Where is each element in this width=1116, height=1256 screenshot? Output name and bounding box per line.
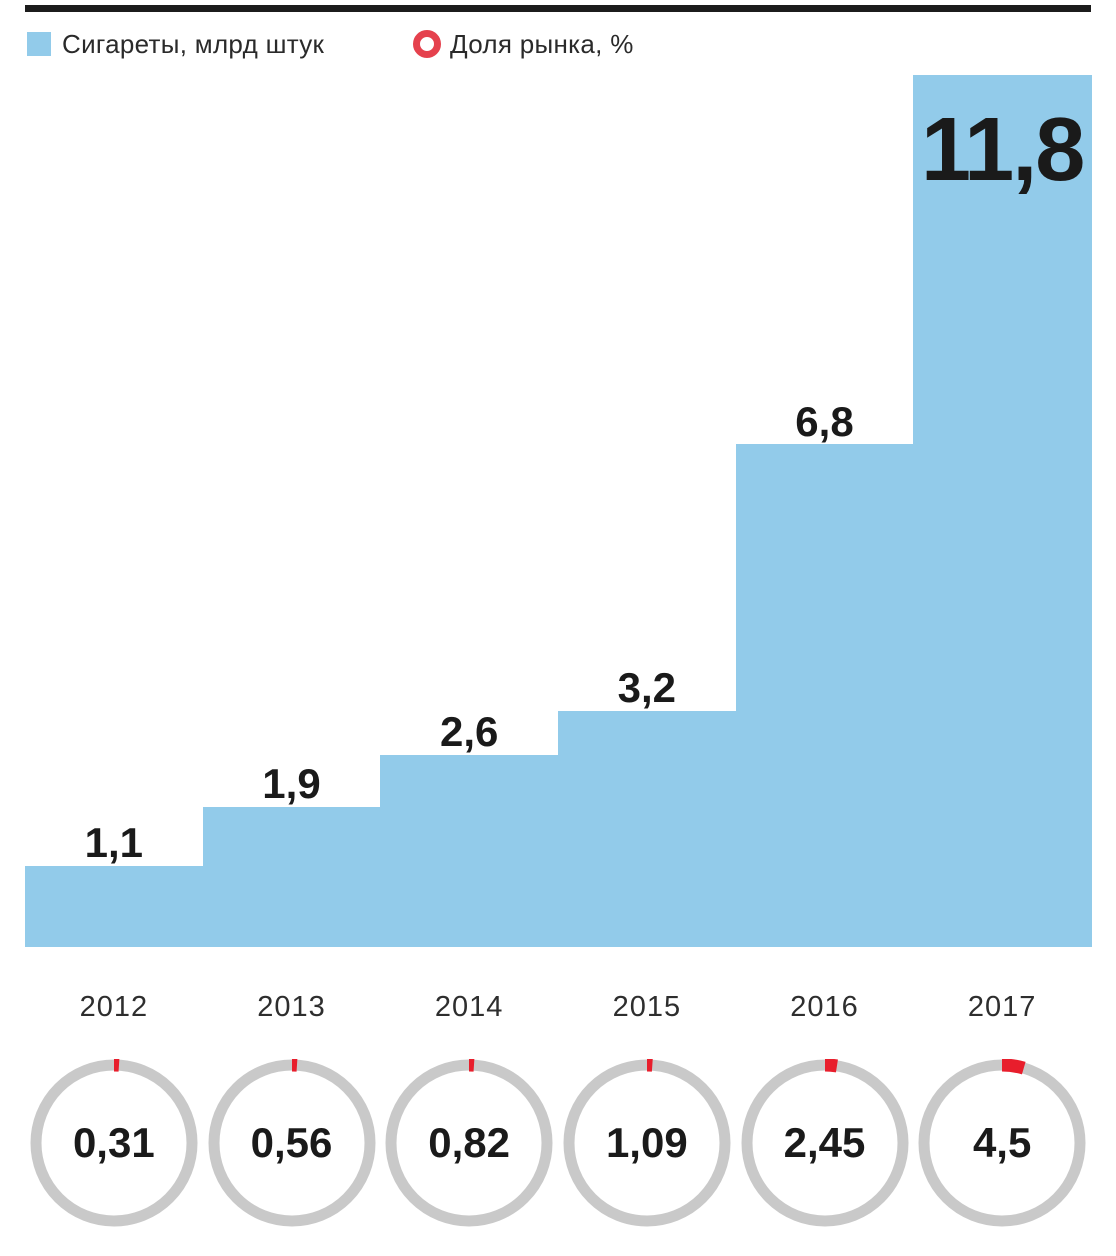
bar-2015 — [558, 710, 737, 947]
bar-value-label: 1,1 — [84, 818, 144, 866]
ring-value-label: 2,45 — [783, 1119, 866, 1166]
legend-cigarettes-label: Сигареты, млрд штук — [62, 28, 325, 59]
ring-value-label: 0,31 — [72, 1119, 155, 1166]
bar-2016 — [735, 444, 915, 947]
donut-svg — [562, 1059, 731, 1227]
top-divider-rule — [25, 5, 1091, 12]
bar-swatch-icon — [27, 32, 51, 56]
year-label-2015: 2015 — [612, 991, 682, 1023]
bar-value-label: 3,2 — [617, 663, 677, 711]
bar-2012 — [25, 865, 204, 947]
donut-2012: 0,31 — [29, 1059, 198, 1227]
donut-svg — [918, 1059, 1087, 1227]
donut-svg — [385, 1059, 554, 1227]
year-label-2013: 2013 — [257, 991, 326, 1023]
bar-value-label: 6,8 — [795, 397, 854, 445]
donut-2017: 4,5 — [918, 1059, 1087, 1227]
legend-item-market-share: Доля рынка, % — [413, 28, 634, 60]
donut-2016: 2,45 — [740, 1059, 909, 1227]
ring-value-label: 4,5 — [972, 1119, 1032, 1166]
legend-market-share-label: Доля рынка, % — [450, 28, 634, 59]
bar-value-label: 1,9 — [262, 759, 321, 807]
donut-2014: 0,82 — [385, 1059, 554, 1227]
legend: Сигареты, млрд штук Доля рынка, % — [0, 0, 1116, 70]
year-label-2017: 2017 — [967, 991, 1037, 1023]
donut-2015: 1,09 — [562, 1059, 731, 1227]
year-label-2014: 2014 — [434, 991, 504, 1023]
legend-item-cigarettes: Сигареты, млрд штук — [27, 28, 324, 60]
donut-2013: 0,56 — [207, 1059, 376, 1227]
bar-value-label: 11,8 — [921, 100, 1085, 200]
bar-2014 — [380, 754, 560, 947]
donut-svg — [29, 1059, 198, 1227]
ring-value-label: 0,56 — [250, 1119, 333, 1166]
donut-svg — [740, 1059, 909, 1227]
year-label-2016: 2016 — [790, 991, 859, 1023]
year-label-2012: 2012 — [79, 991, 149, 1023]
bar-value-label: 2,6 — [439, 707, 499, 755]
donut-svg — [207, 1059, 376, 1227]
ring-value-label: 0,82 — [428, 1119, 511, 1166]
bar-2013 — [202, 806, 382, 947]
bar-2017 — [913, 75, 1093, 947]
ring-value-label: 1,09 — [605, 1119, 688, 1166]
donut-ring-icon — [413, 30, 441, 58]
